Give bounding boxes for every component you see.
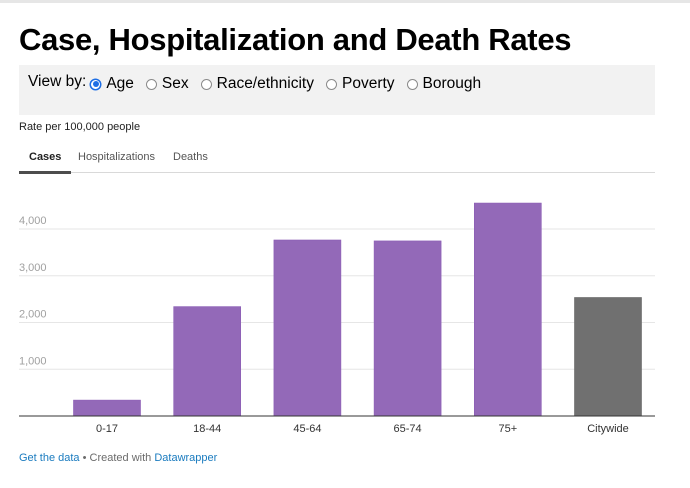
view-by-option-sex[interactable]: Sex bbox=[145, 75, 189, 93]
view-by-option-poverty[interactable]: Poverty bbox=[325, 75, 395, 93]
x-tick-label: 65-74 bbox=[394, 423, 422, 435]
bar-chart: 1,000 2,000 3,000 4,000 0-17 18-44 45-64 65-74 7… bbox=[19, 202, 655, 435]
view-by-panel: View by: Age Sex Race/ethnicity Poverty Boro… bbox=[19, 65, 655, 115]
radio-button[interactable] bbox=[406, 78, 418, 90]
radio-button[interactable] bbox=[90, 78, 102, 90]
x-tick-label: Citywide bbox=[587, 423, 629, 435]
tab-cases[interactable]: Cases bbox=[19, 150, 72, 174]
radio-label: Race/ethnicity bbox=[216, 75, 314, 92]
x-tick-label: 0-17 bbox=[96, 423, 118, 435]
footer-separator: • Created with bbox=[79, 452, 155, 464]
view-by-option-borough[interactable]: Borough bbox=[406, 75, 482, 93]
view-by-label: View by: bbox=[28, 73, 87, 90]
bar-0-17[interactable] bbox=[73, 399, 141, 417]
metric-tabs: Cases Hospitalizations Deaths bbox=[19, 150, 655, 174]
bar-citywide[interactable] bbox=[574, 297, 642, 417]
y-tick-label: 4,000 bbox=[19, 215, 47, 227]
x-tick-label: 75+ bbox=[498, 423, 517, 435]
radio-label: Borough bbox=[422, 75, 482, 92]
radio-button[interactable] bbox=[200, 78, 212, 90]
bar-18-44[interactable] bbox=[173, 306, 241, 417]
view-by-option-age[interactable]: Age bbox=[90, 75, 134, 93]
get-the-data-link[interactable]: Get the data bbox=[19, 452, 80, 464]
radio-label: Age bbox=[106, 75, 134, 92]
radio-button[interactable] bbox=[325, 78, 337, 90]
y-tick-label: 2,000 bbox=[19, 309, 47, 321]
tab-deaths[interactable]: Deaths bbox=[173, 151, 208, 163]
chart-title: Case, Hospitalization and Death Rates bbox=[19, 22, 572, 57]
bar-75-[interactable] bbox=[473, 202, 542, 417]
y-tick-label: 1,000 bbox=[19, 355, 47, 367]
radio-label: Sex bbox=[161, 75, 189, 92]
radio-button[interactable] bbox=[145, 78, 157, 90]
x-tick-label: 45-64 bbox=[293, 423, 321, 435]
x-tick-label: 18-44 bbox=[193, 423, 221, 435]
y-tick-label: 3,000 bbox=[19, 262, 47, 274]
view-by-option-race-ethnicity[interactable]: Race/ethnicity bbox=[200, 75, 314, 93]
footer: Get the data • Created with Datawrapper bbox=[19, 452, 217, 464]
chart-subtitle: Rate per 100,000 people bbox=[19, 121, 141, 133]
bar-45-64[interactable] bbox=[273, 239, 342, 417]
top-border bbox=[0, 0, 690, 3]
radio-label: Poverty bbox=[341, 75, 395, 92]
bar-65-74[interactable] bbox=[373, 240, 442, 417]
tab-hospitalizations[interactable]: Hospitalizations bbox=[78, 151, 156, 163]
view-by-options: View by: Age Sex Race/ethnicity Poverty Boro… bbox=[28, 73, 493, 93]
datawrapper-link[interactable]: Datawrapper bbox=[154, 452, 218, 464]
